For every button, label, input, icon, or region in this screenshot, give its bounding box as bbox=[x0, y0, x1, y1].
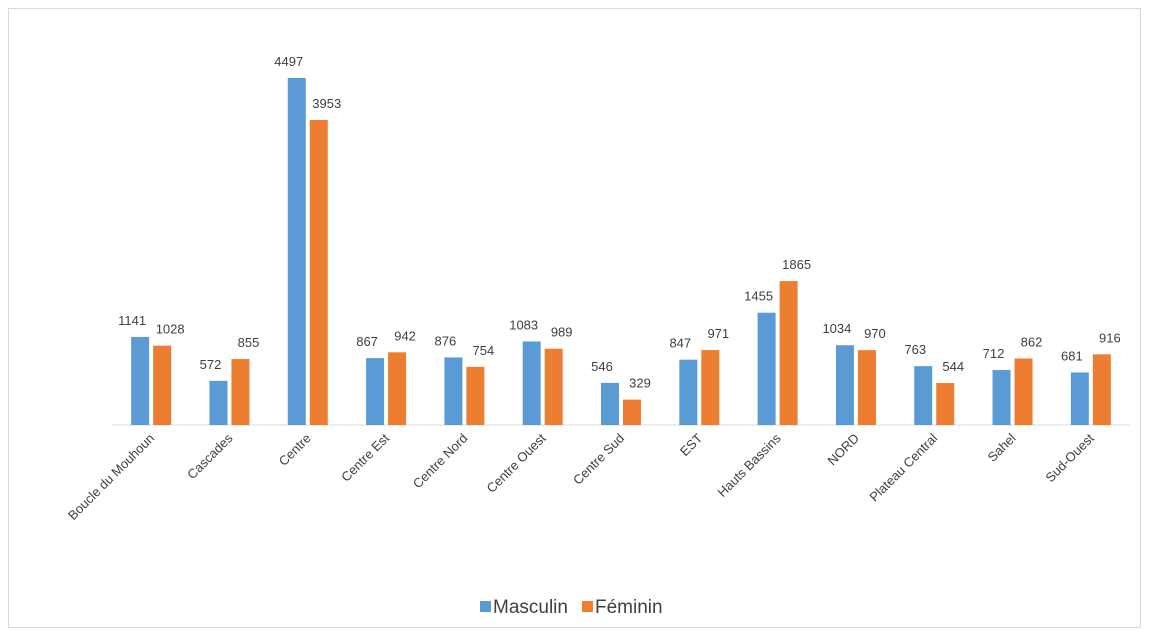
bar bbox=[466, 366, 485, 425]
bar bbox=[1070, 372, 1089, 425]
bar bbox=[231, 359, 250, 425]
data-label: 546 bbox=[591, 359, 613, 374]
data-label: 862 bbox=[1021, 334, 1043, 349]
bar bbox=[992, 370, 1011, 425]
bar bbox=[444, 357, 463, 425]
bar bbox=[544, 348, 563, 425]
bar bbox=[757, 312, 776, 425]
data-label: 847 bbox=[669, 336, 691, 351]
bar bbox=[601, 382, 619, 425]
data-label: 942 bbox=[394, 328, 416, 343]
bar bbox=[835, 345, 854, 425]
bar bbox=[522, 341, 541, 425]
data-label: 1083 bbox=[509, 317, 538, 332]
data-label: 971 bbox=[707, 326, 729, 341]
data-label: 754 bbox=[473, 343, 495, 358]
bar bbox=[936, 383, 955, 425]
data-label: 970 bbox=[864, 326, 886, 341]
data-label: 544 bbox=[942, 359, 964, 374]
data-label: 329 bbox=[629, 376, 651, 391]
bar bbox=[153, 345, 172, 425]
data-label: 867 bbox=[356, 334, 378, 349]
legend-swatch bbox=[581, 601, 593, 612]
bar bbox=[914, 366, 933, 425]
data-label: 3953 bbox=[312, 96, 341, 111]
chart-border bbox=[8, 8, 1141, 628]
data-label: 1028 bbox=[156, 322, 185, 337]
data-label: 1455 bbox=[744, 289, 773, 304]
data-label: 1141 bbox=[118, 313, 146, 328]
bar bbox=[779, 281, 798, 425]
bar bbox=[209, 380, 228, 425]
legend-label: Masculin bbox=[493, 597, 568, 618]
data-label: 4497 bbox=[274, 54, 303, 69]
bar bbox=[623, 399, 641, 425]
bar bbox=[131, 336, 150, 425]
data-label: 855 bbox=[238, 335, 260, 350]
data-label: 763 bbox=[904, 342, 926, 357]
bar bbox=[388, 352, 407, 425]
data-label: 1865 bbox=[782, 257, 811, 272]
bar bbox=[1014, 358, 1033, 425]
data-label: 916 bbox=[1099, 330, 1121, 345]
bar bbox=[679, 359, 698, 425]
data-label: 1034 bbox=[822, 321, 851, 336]
data-label: 876 bbox=[435, 333, 457, 348]
data-label: 681 bbox=[1061, 348, 1083, 363]
data-label: 572 bbox=[200, 357, 222, 372]
legend-swatch bbox=[480, 601, 491, 612]
bar bbox=[857, 350, 876, 425]
legend-label: Féminin bbox=[595, 597, 663, 618]
data-label: 712 bbox=[983, 346, 1005, 361]
bar bbox=[309, 119, 328, 425]
bar bbox=[366, 358, 385, 425]
data-label: 989 bbox=[551, 325, 573, 340]
bar bbox=[287, 78, 306, 425]
bar bbox=[1092, 354, 1111, 425]
bar bbox=[701, 350, 720, 425]
